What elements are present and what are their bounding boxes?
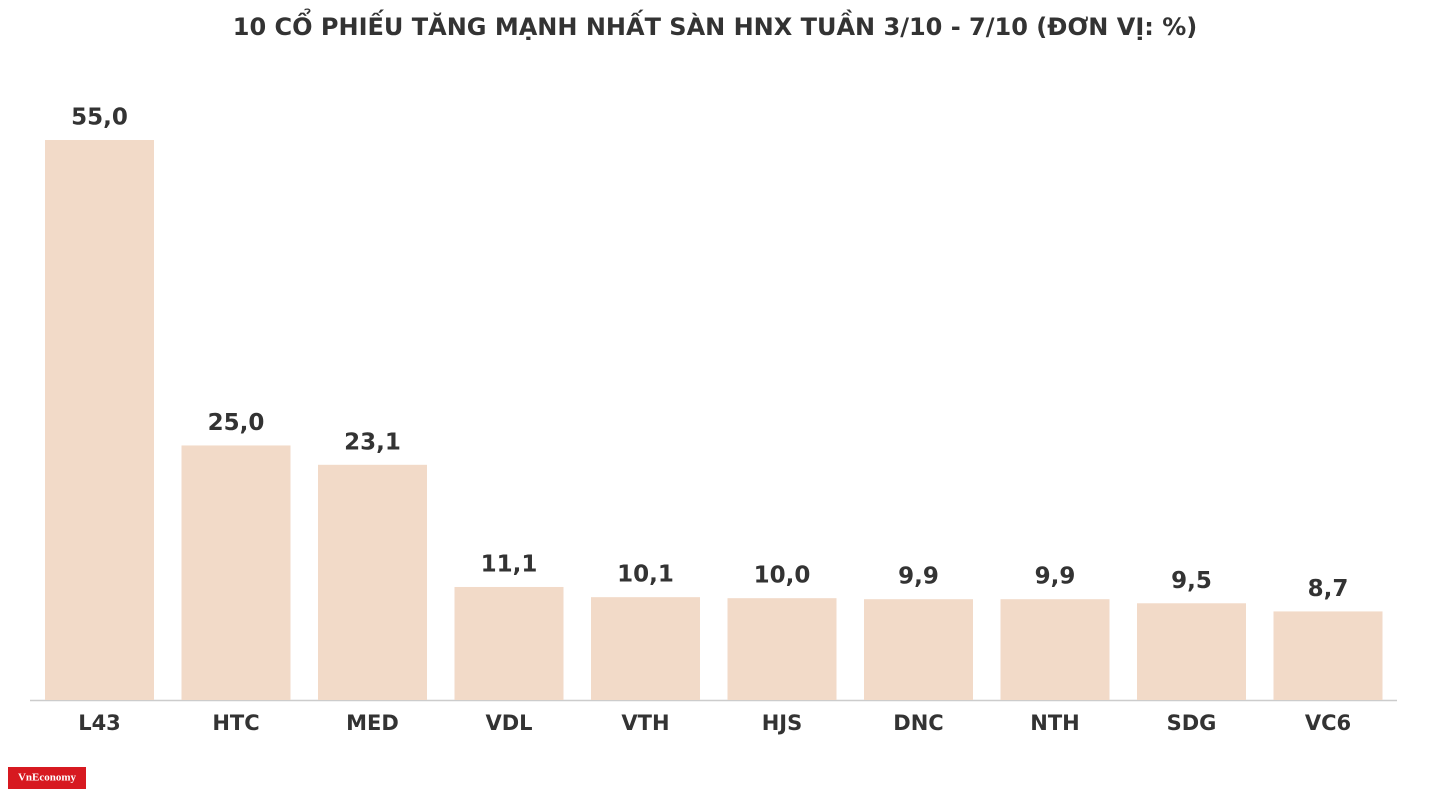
x-tick-label: L43 [78,711,121,735]
chart-title: 10 CỔ PHIẾU TĂNG MẠNH NHẤT SÀN HNX TUẦN … [233,6,1197,41]
x-tick-label: VTH [621,711,669,735]
bar [454,586,564,700]
x-tick-label: MED [346,711,399,735]
bar [1137,603,1246,700]
value-label: 55,0 [71,105,128,131]
value-label: 9,9 [1035,564,1076,590]
bar [1000,599,1110,700]
x-tick-label: DNC [893,711,943,735]
value-label: 10,0 [754,563,811,589]
bar [181,445,291,700]
x-tick-label: VDL [485,711,532,735]
value-label: 9,9 [898,564,939,590]
value-label: 10,1 [617,562,674,588]
logo: VnEconomy [18,772,77,784]
value-label: 23,1 [344,429,401,455]
bar [45,140,154,700]
bar [591,597,700,700]
value-label: 25,0 [208,410,265,436]
value-label: 8,7 [1308,576,1349,602]
x-tick-label: SDG [1167,711,1217,735]
logo-box [8,767,86,789]
x-tick-label: VC6 [1305,711,1351,735]
bar [727,598,837,700]
bar [1273,611,1383,700]
bar [318,464,427,700]
x-tick-label: HTC [212,711,259,735]
bar [864,599,973,700]
x-tick-label: NTH [1030,711,1079,735]
x-tick-label: HJS [762,711,803,735]
value-label: 9,5 [1171,568,1212,594]
value-label: 11,1 [481,551,538,577]
